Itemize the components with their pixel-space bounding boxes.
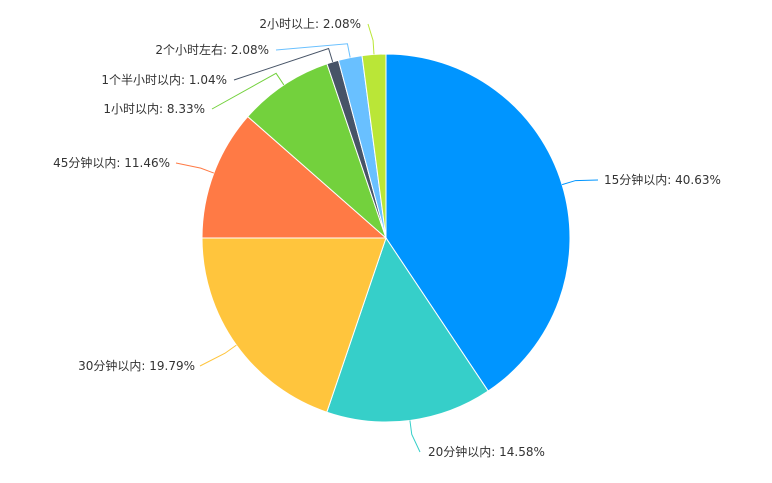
leader-line-6: [233, 47, 334, 81]
leader-line-8: [367, 23, 375, 55]
slice-label-5: 1小时以内: 8.33%: [103, 102, 205, 116]
pie-slice-2[interactable]: [326, 236, 489, 423]
label-leader-lines: [175, 23, 599, 453]
slice-labels: 15分钟以内: 40.63% 20分钟以内: 14.58% 30分钟以内: 19.7…: [53, 17, 721, 459]
leader-line-2: [409, 420, 421, 453]
pie-slices: [201, 53, 571, 423]
slice-label-6: 1个半小时以内: 1.04%: [101, 73, 227, 87]
slice-label-4: 45分钟以内: 11.46%: [53, 155, 170, 170]
leader-line-4: [175, 162, 215, 174]
leader-line-5: [211, 72, 285, 110]
slice-label-2: 20分钟以内: 14.58%: [428, 444, 545, 459]
slice-label-3: 30分钟以内: 19.79%: [78, 358, 195, 373]
leader-line-1: [561, 179, 599, 186]
leader-line-3: [199, 344, 237, 367]
slice-label-7: 2个小时左右: 2.08%: [155, 42, 269, 57]
leader-line-7: [275, 43, 351, 58]
pie-slice-5[interactable]: [247, 63, 388, 240]
slice-label-1: 15分钟以内: 40.63%: [604, 172, 721, 187]
slice-label-8: 2小时以上: 2.08%: [259, 17, 361, 31]
pie-slice-3[interactable]: [201, 237, 387, 413]
pie-slice-4[interactable]: [201, 115, 388, 239]
